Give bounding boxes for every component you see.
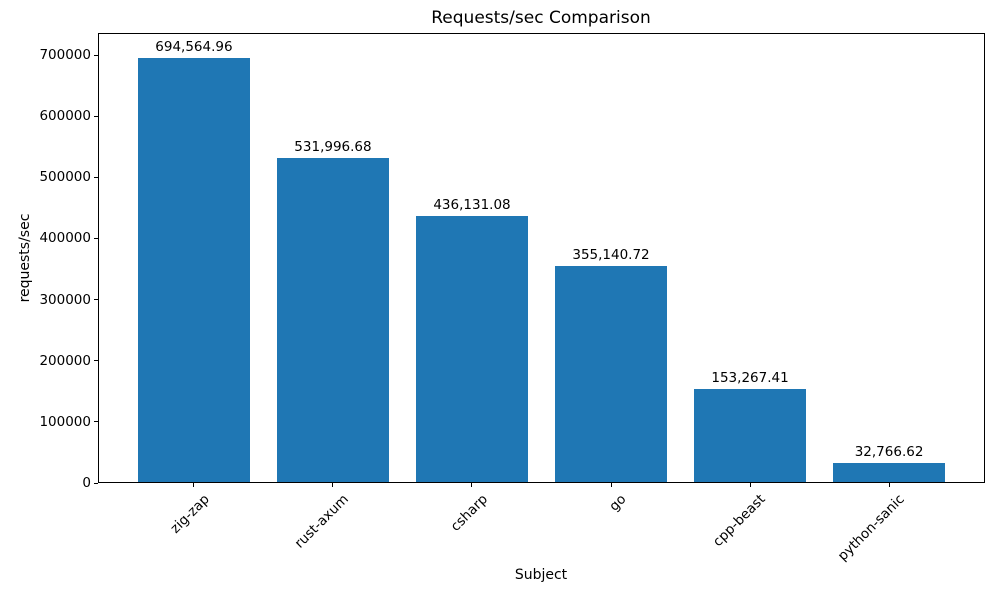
- y-tick-label: 500000: [39, 169, 91, 186]
- y-tick-label: 400000: [39, 230, 91, 247]
- x-tick-label-csharp: csharp: [447, 491, 491, 535]
- y-tick-mark: [94, 115, 98, 117]
- y-tick-mark: [94, 237, 98, 239]
- y-tick-label: 0: [82, 475, 91, 491]
- x-tick-label-go: go: [606, 491, 630, 515]
- y-tick-mark: [94, 482, 98, 484]
- bar-rust-axum: [277, 157, 389, 482]
- y-tick-mark: [94, 421, 98, 423]
- bar-zig-zap: [138, 58, 250, 482]
- x-tick-label-zig-zap: zig-zap: [167, 491, 213, 537]
- x-tick-mark: [471, 483, 473, 487]
- x-tick-label-rust-axum: rust-axum: [291, 491, 352, 552]
- y-tick-label: 600000: [39, 108, 91, 125]
- bar-value-label: 153,267.41: [711, 370, 789, 387]
- y-axis-label: requests/sec: [17, 213, 33, 303]
- bar-go: [555, 265, 667, 482]
- y-tick-mark: [94, 299, 98, 301]
- y-tick-label: 100000: [39, 413, 91, 430]
- chart-title: Requests/sec Comparison: [431, 8, 651, 28]
- y-tick-mark: [94, 54, 98, 56]
- x-tick-mark: [332, 483, 334, 487]
- x-tick-label-cpp-beast: cpp-beast: [710, 491, 769, 550]
- x-tick-mark: [888, 483, 890, 487]
- bar-value-label: 355,140.72: [572, 246, 650, 263]
- x-tick-label-python-sanic: python-sanic: [834, 491, 908, 565]
- bar-value-label: 436,131.08: [433, 197, 511, 214]
- bar-python-sanic: [833, 462, 945, 482]
- y-tick-label: 700000: [39, 47, 91, 63]
- bar-value-label: 531,996.68: [294, 138, 372, 155]
- x-tick-mark: [610, 483, 612, 487]
- y-tick-label: 300000: [39, 291, 91, 308]
- bar-value-label: 32,766.62: [854, 443, 924, 460]
- y-tick-label: 200000: [39, 352, 91, 369]
- x-tick-mark: [193, 483, 195, 487]
- bar-cpp-beast: [694, 389, 806, 482]
- y-tick-mark: [94, 176, 98, 178]
- x-axis-label: Subject: [514, 567, 568, 583]
- y-tick-mark: [94, 360, 98, 362]
- x-tick-mark: [749, 483, 751, 487]
- bar-csharp: [416, 216, 528, 482]
- bar-value-label: 694,564.96: [155, 39, 233, 56]
